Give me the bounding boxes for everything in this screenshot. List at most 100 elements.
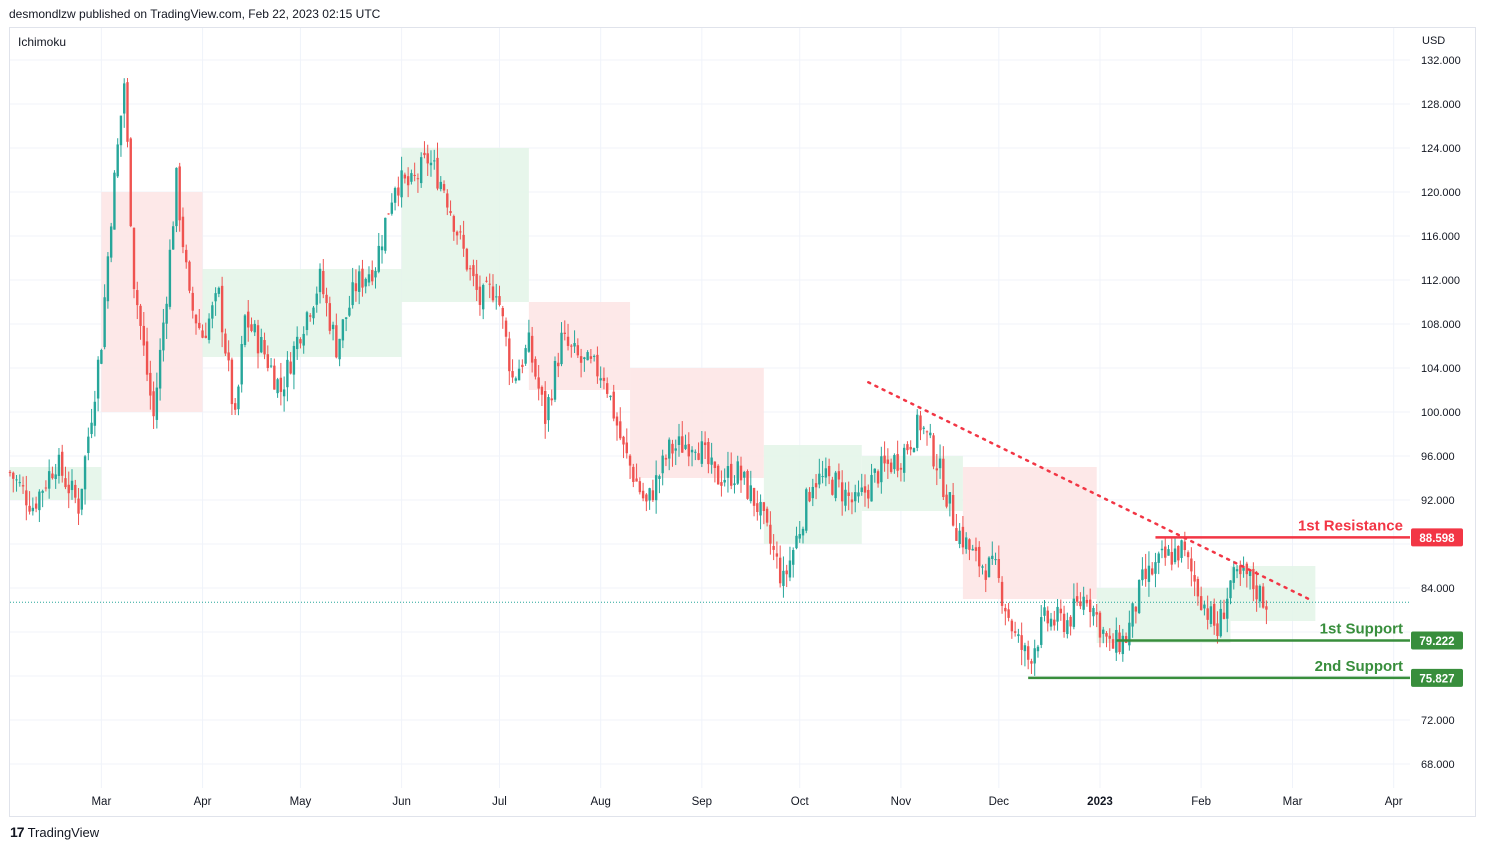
candle-body	[1069, 616, 1072, 627]
candle-body	[433, 160, 436, 162]
candle-body	[756, 503, 759, 512]
candle-body	[80, 488, 83, 510]
candle-body	[997, 559, 1001, 579]
candle-body	[155, 387, 159, 420]
candle-body	[511, 371, 514, 378]
candle-body	[586, 352, 589, 361]
candle-body	[132, 227, 136, 289]
candle-body	[1095, 612, 1098, 615]
candle-body	[253, 323, 256, 333]
cloud-segment	[401, 148, 529, 302]
candle-body	[1186, 552, 1190, 558]
candle-body	[1105, 633, 1108, 637]
candle-body	[328, 303, 332, 331]
candle-body	[237, 386, 240, 410]
candle-body	[1079, 601, 1082, 607]
candle-body	[850, 499, 854, 503]
candle-body	[25, 490, 28, 506]
candle-body	[1062, 613, 1066, 632]
candle-body	[201, 330, 204, 338]
candle-body	[919, 415, 922, 431]
candle-body	[299, 339, 302, 344]
candle-body	[681, 436, 684, 453]
candle-body	[191, 292, 194, 311]
candle-body	[530, 335, 534, 363]
candle-body	[723, 479, 726, 483]
time-tick-label: 2023	[1087, 796, 1113, 808]
candle-body	[762, 502, 766, 511]
candle-body	[384, 217, 387, 251]
candle-body	[136, 290, 139, 306]
candle-body	[765, 508, 769, 523]
candle-body	[286, 359, 289, 388]
candle-body	[1128, 622, 1131, 646]
candle-body	[592, 355, 596, 357]
candle-body	[230, 359, 234, 405]
candle-body	[899, 467, 903, 470]
candle-body	[808, 491, 811, 502]
candle-body	[769, 524, 772, 544]
candle-body	[521, 364, 524, 367]
price-tick-label: 104.000	[1421, 363, 1461, 375]
candle-body	[759, 501, 762, 516]
cloud-segment	[630, 368, 764, 478]
trendline[interactable]	[867, 381, 1311, 601]
candle-body	[1206, 608, 1209, 620]
candle-body	[661, 455, 664, 474]
candle-body	[367, 274, 371, 283]
candle-body	[1180, 540, 1183, 558]
tradingview-logo-icon: 17	[10, 824, 25, 840]
candle-body	[674, 448, 677, 451]
candle-body	[514, 378, 518, 381]
candle-body	[289, 361, 292, 374]
candle-body	[185, 249, 188, 263]
candle-body	[462, 234, 465, 249]
price-axis[interactable]: 68.000 72.000 84.000 92.000 96.000 100.000 104…	[1421, 55, 1461, 771]
candle-body	[1164, 546, 1167, 558]
candle-body	[697, 453, 700, 460]
candle-body	[1007, 609, 1010, 618]
candle-body	[387, 213, 390, 215]
candle-body	[1203, 604, 1206, 609]
indicator-label[interactable]: Ichimoku	[18, 35, 67, 49]
candle-body	[668, 439, 671, 459]
candle-body	[302, 333, 305, 346]
candle-body	[18, 482, 21, 484]
candle-body	[269, 365, 273, 367]
candle-body	[785, 570, 788, 575]
candle-body	[1056, 606, 1059, 622]
candle-body	[28, 505, 31, 512]
descending-trendline	[867, 381, 1311, 601]
time-axis[interactable]: Mar Apr May Jun Jul Aug Sep Oct Nov Dec 2023 Feb Mar…	[91, 796, 1402, 808]
candle-body	[1173, 548, 1177, 563]
candle-body	[772, 545, 775, 550]
candle-body	[984, 570, 987, 580]
candle-body	[720, 482, 723, 486]
candle-body	[648, 488, 651, 501]
price-tick-label: 108.000	[1421, 319, 1461, 331]
candle-body	[459, 231, 462, 233]
candle-body	[220, 285, 224, 333]
candle-body	[165, 303, 168, 324]
candle-body	[1222, 612, 1226, 619]
candle-body	[374, 270, 377, 278]
candle-body	[814, 483, 818, 488]
resistance-price-tag	[1411, 528, 1463, 547]
candle-body	[331, 324, 335, 330]
candle-body	[641, 490, 645, 499]
price-tick-label: 84.000	[1421, 583, 1455, 595]
candle-body	[361, 268, 364, 288]
candle-body	[844, 489, 847, 506]
candle-body	[357, 271, 361, 292]
time-tick-label: Jul	[492, 796, 507, 808]
candle-body	[713, 461, 717, 468]
candle-body	[628, 455, 632, 466]
candle-body	[83, 456, 87, 490]
candle-body	[129, 138, 132, 227]
candle-body	[625, 442, 628, 454]
candle-body	[403, 174, 407, 179]
candle-body	[227, 352, 230, 361]
candle-body	[188, 261, 191, 291]
candle-body	[1248, 571, 1252, 577]
